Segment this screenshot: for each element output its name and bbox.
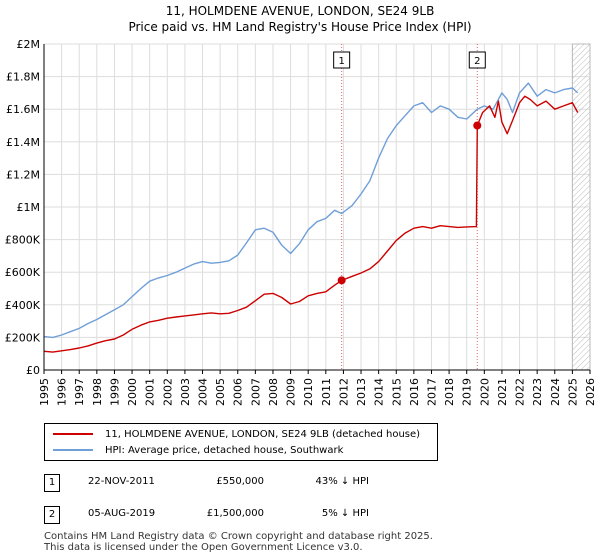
chart-title: 11, HOLMDENE AVENUE, LONDON, SE24 9LB [165,4,435,18]
y-tick-label: £400K [5,299,41,312]
x-tick-label: 2023 [531,378,544,406]
y-tick-label: £800K [5,234,41,247]
x-tick-label: 2009 [285,378,298,406]
x-tick-label: 2025 [566,378,579,406]
x-tick-label: 2010 [302,378,315,406]
transaction-number: 2 [44,506,60,524]
x-tick-label: 1998 [91,378,104,406]
x-tick-label: 1997 [73,378,86,406]
x-tick-label: 2020 [478,378,491,406]
chart-legend: 11, HOLMDENE AVENUE, LONDON, SE24 9LB (d… [44,423,438,461]
x-tick-label: 2019 [461,378,474,406]
legend-item-hpi: HPI: Average price, detached house, Sout… [53,443,343,457]
x-tick-label: 2024 [549,378,562,406]
y-tick-label: £1.2M [6,168,40,181]
price-chart: 1 2 £0 £200K £400K £600K £800K £1M £1.2M £1.4M £1… [5,38,597,406]
x-tick-label: 2008 [267,378,280,406]
x-tick-label: 1996 [56,378,69,406]
series-line-hpi [43,82,579,339]
y-tick-label: £1.6M [6,103,40,116]
x-tick-label: 2022 [514,378,527,406]
y-tick-label: £2M [17,38,41,51]
footer-copyright: Contains HM Land Registry data © Crown c… [44,531,433,542]
x-tick-label: 2021 [496,378,509,406]
transaction-hpi-diff: 5% ↓ HPI [321,508,369,519]
x-tick-label: 2004 [197,378,210,406]
y-tick-label: £0 [26,364,40,377]
marker-label: 1 [338,56,344,67]
x-tick-label: 2011 [320,378,333,406]
y-tick-label: £600K [5,266,41,279]
x-tick-label: 2026 [584,378,597,406]
transaction-price: £550,000 [216,476,264,487]
transaction-date: 22-NOV-2011 [88,476,155,487]
x-tick-label: 2001 [144,378,157,406]
legend-swatch-red [53,433,93,435]
sale-point [337,276,346,285]
x-tick-label: 2012 [337,378,350,406]
chart-subtitle: Price paid vs. HM Land Registry's House … [128,20,472,34]
x-tick-label: 2002 [161,378,174,406]
sale-point [473,121,482,130]
legend-label-hpi: HPI: Average price, detached house, Sout… [105,444,344,456]
x-tick-label: 2000 [126,378,139,406]
y-tick-label: £1M [17,201,41,214]
transaction-date: 05-AUG-2019 [88,508,156,519]
x-tick-label: 2015 [390,378,403,406]
x-tick-label: 1999 [108,378,121,406]
legend-swatch-blue [53,449,93,451]
x-tick-label: 2006 [232,378,245,406]
x-tick-label: 2003 [179,378,192,406]
y-tick-label: £200K [5,331,41,344]
marker-label-box [468,51,486,69]
legend-label-price-paid: 11, HOLMDENE AVENUE, LONDON, SE24 9LB (d… [105,428,421,440]
x-tick-label: 2017 [425,378,438,406]
series-line-price-paid [43,95,579,353]
x-tick-label: 2007 [249,378,262,406]
legend-item-price-paid: 11, HOLMDENE AVENUE, LONDON, SE24 9LB (d… [53,427,420,441]
x-tick-label: 2013 [355,378,368,406]
y-tick-label: £1.8M [6,71,40,84]
x-tick-label: 2018 [443,378,456,406]
marker-label-box [333,51,351,69]
x-tick-label: 2016 [408,378,421,406]
marker-label: 2 [474,56,480,67]
x-tick-label: 1995 [38,378,51,406]
transaction-hpi-diff: 43% ↓ HPI [315,476,369,487]
x-tick-label: 2014 [373,378,386,406]
footer-license: This data is licensed under the Open Gov… [44,542,363,553]
x-tick-label: 2005 [214,378,227,406]
y-tick-label: £1.4M [6,136,40,149]
transaction-price: £1,500,000 [206,508,264,519]
transaction-number: 1 [44,474,60,492]
forecast-hatch-region [571,43,591,371]
